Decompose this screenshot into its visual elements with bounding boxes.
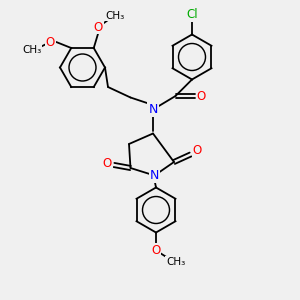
Text: O: O bbox=[46, 35, 55, 49]
Text: CH₃: CH₃ bbox=[166, 257, 185, 267]
Text: N: N bbox=[150, 169, 159, 182]
Text: CH₃: CH₃ bbox=[106, 11, 125, 21]
Text: Cl: Cl bbox=[186, 8, 198, 22]
Text: O: O bbox=[193, 144, 202, 158]
Text: N: N bbox=[148, 103, 158, 116]
Text: O: O bbox=[152, 244, 160, 257]
Text: O: O bbox=[196, 89, 206, 103]
Text: CH₃: CH₃ bbox=[22, 44, 41, 55]
Text: O: O bbox=[94, 20, 103, 34]
Text: O: O bbox=[103, 157, 112, 170]
